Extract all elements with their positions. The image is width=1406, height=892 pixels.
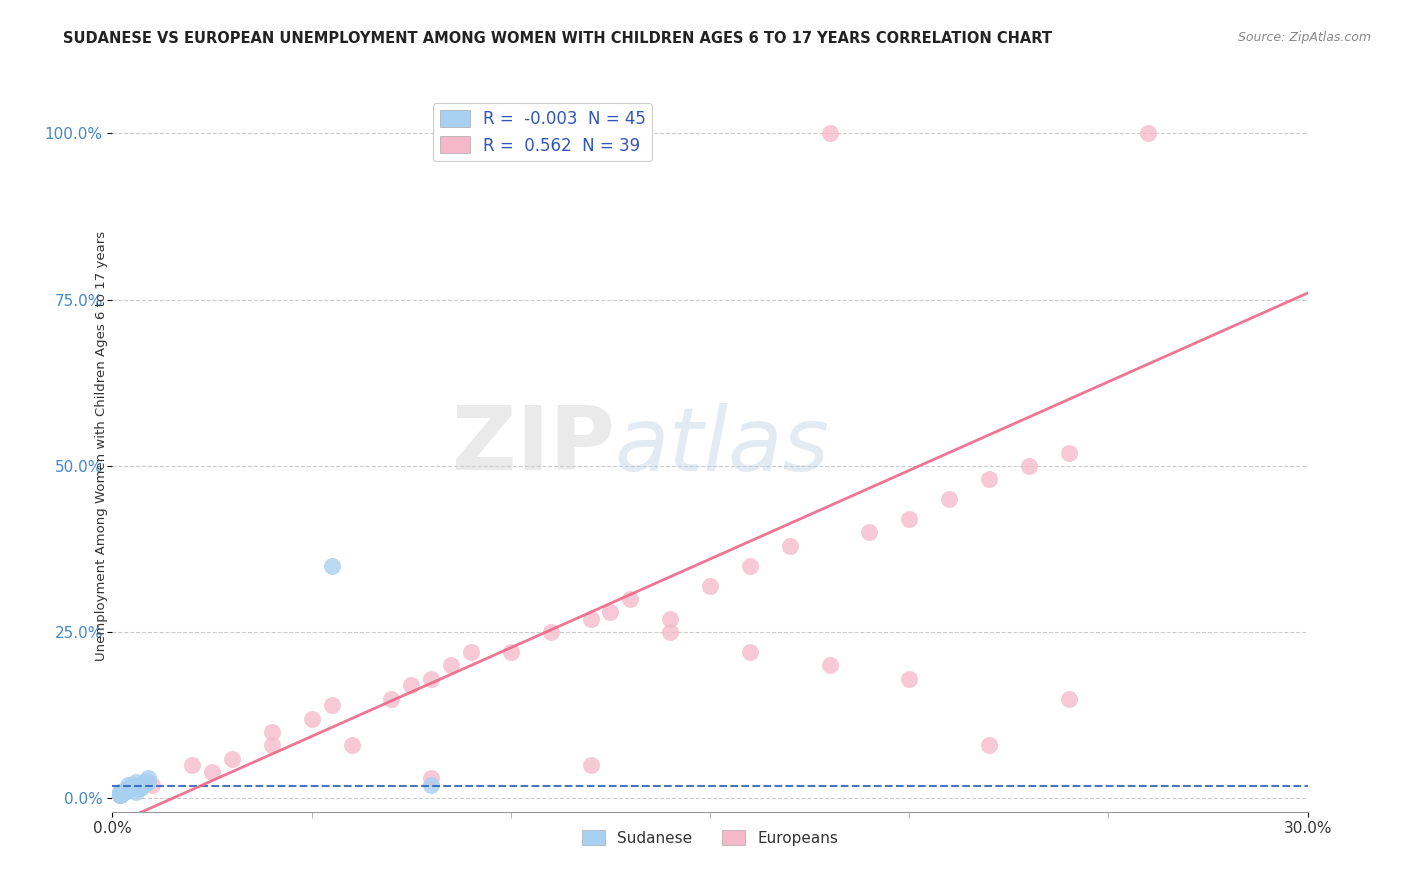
Point bbox=[129, 781, 152, 796]
Point bbox=[121, 781, 143, 796]
Point bbox=[898, 672, 921, 686]
Point bbox=[181, 758, 204, 772]
Point bbox=[121, 781, 143, 796]
Point bbox=[699, 579, 721, 593]
Point bbox=[121, 781, 143, 796]
Point bbox=[129, 781, 152, 796]
Point bbox=[125, 778, 148, 792]
Point bbox=[221, 751, 243, 765]
Point bbox=[460, 645, 482, 659]
Point bbox=[738, 558, 761, 573]
Point bbox=[121, 778, 143, 792]
Point bbox=[260, 738, 283, 752]
Point bbox=[114, 785, 135, 799]
Point bbox=[260, 725, 283, 739]
Point bbox=[201, 764, 224, 779]
Point bbox=[121, 781, 143, 796]
Point bbox=[1057, 445, 1080, 459]
Point bbox=[779, 539, 801, 553]
Point bbox=[117, 781, 139, 796]
Text: ZIP: ZIP bbox=[451, 402, 614, 490]
Y-axis label: Unemployment Among Women with Children Ages 6 to 17 years: Unemployment Among Women with Children A… bbox=[94, 231, 108, 661]
Point bbox=[321, 698, 343, 713]
Point bbox=[340, 738, 363, 752]
Text: SUDANESE VS EUROPEAN UNEMPLOYMENT AMONG WOMEN WITH CHILDREN AGES 6 TO 17 YEARS C: SUDANESE VS EUROPEAN UNEMPLOYMENT AMONG … bbox=[63, 31, 1052, 46]
Point bbox=[110, 788, 132, 802]
Point bbox=[420, 672, 443, 686]
Point bbox=[818, 658, 841, 673]
Point bbox=[134, 774, 156, 789]
Point bbox=[114, 785, 135, 799]
Point bbox=[110, 785, 132, 799]
Point bbox=[117, 781, 139, 796]
Point bbox=[125, 778, 148, 792]
Point bbox=[125, 774, 148, 789]
Point bbox=[599, 605, 621, 619]
Point bbox=[129, 778, 152, 792]
Point bbox=[114, 785, 135, 799]
Point bbox=[129, 778, 152, 792]
Point bbox=[125, 778, 148, 792]
Point bbox=[380, 691, 402, 706]
Point bbox=[401, 678, 423, 692]
Point bbox=[114, 785, 135, 799]
Point bbox=[134, 774, 156, 789]
Point bbox=[134, 778, 156, 792]
Point bbox=[1137, 127, 1160, 141]
Point bbox=[129, 778, 152, 792]
Point bbox=[659, 612, 682, 626]
Point bbox=[540, 625, 562, 640]
Text: Source: ZipAtlas.com: Source: ZipAtlas.com bbox=[1237, 31, 1371, 45]
Point bbox=[858, 525, 880, 540]
Point bbox=[117, 781, 139, 796]
Point bbox=[110, 788, 132, 802]
Point bbox=[499, 645, 522, 659]
Point bbox=[117, 781, 139, 796]
Point bbox=[110, 788, 132, 802]
Point bbox=[110, 788, 132, 802]
Point bbox=[579, 758, 602, 772]
Legend: Sudanese, Europeans: Sudanese, Europeans bbox=[575, 823, 845, 852]
Point bbox=[301, 712, 323, 726]
Point bbox=[114, 785, 135, 799]
Point bbox=[117, 781, 139, 796]
Point bbox=[125, 778, 148, 792]
Point bbox=[938, 492, 960, 507]
Point bbox=[977, 738, 1000, 752]
Point bbox=[121, 778, 143, 792]
Point bbox=[117, 778, 139, 792]
Point bbox=[898, 512, 921, 526]
Point bbox=[141, 778, 163, 792]
Point bbox=[659, 625, 682, 640]
Point bbox=[129, 778, 152, 792]
Point bbox=[114, 785, 135, 799]
Point bbox=[321, 558, 343, 573]
Point bbox=[1018, 458, 1040, 473]
Point bbox=[977, 472, 1000, 486]
Point bbox=[738, 645, 761, 659]
Point bbox=[579, 612, 602, 626]
Point bbox=[125, 785, 148, 799]
Point bbox=[440, 658, 463, 673]
Point bbox=[818, 127, 841, 141]
Point bbox=[1057, 691, 1080, 706]
Point bbox=[110, 785, 132, 799]
Point bbox=[420, 772, 443, 786]
Point bbox=[138, 774, 160, 789]
Point bbox=[420, 778, 443, 792]
Point bbox=[134, 774, 156, 789]
Point bbox=[134, 774, 156, 789]
Text: atlas: atlas bbox=[614, 403, 830, 489]
Point bbox=[619, 591, 641, 606]
Point bbox=[138, 772, 160, 786]
